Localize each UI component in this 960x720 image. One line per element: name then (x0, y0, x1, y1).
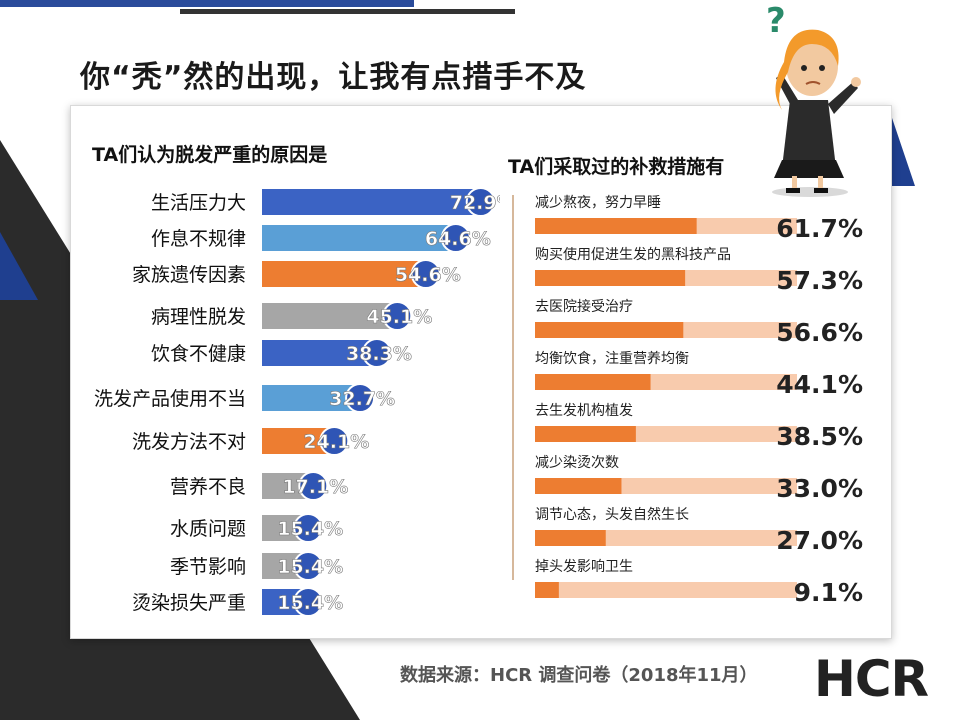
value-badge-circle (361, 338, 392, 368)
cause-value-label: 32.7% (329, 388, 395, 410)
left-navy-wedge (0, 232, 38, 300)
remedy-bar (535, 218, 697, 234)
value-badge-circle (345, 383, 376, 413)
value-badge-circle (298, 471, 329, 501)
cause-label: 营养不良 (170, 476, 246, 498)
value-badge-circle (293, 587, 324, 617)
data-source-note: 数据来源：HCR 调查问卷（2018年11月） (400, 665, 758, 686)
remedy-bar (535, 322, 684, 338)
cause-value-label: 72.9% (450, 192, 500, 214)
remedies-bar-chart: 减少熬夜，努力早睡 61.7% 购买使用促进生发的黑科技产品 57.3% 去医院接受治疗… (512, 195, 863, 605)
causes-bar-chart: 生活压力大 72.9% 作息不规律 64.6% 家族遗传因素 54.6% 病理性脱发 45.1… (94, 187, 500, 617)
cause-value-label: 54.6% (395, 264, 461, 286)
remedy-bar (535, 582, 559, 598)
cause-label: 家族遗传因素 (132, 264, 246, 286)
value-badge-circle (382, 301, 413, 331)
remedy-label: 减少染烫次数 (535, 455, 619, 471)
cause-label: 水质问题 (170, 518, 246, 540)
left-chart-title: TA们认为脱发严重的原因是 (92, 144, 328, 166)
remedy-label: 去医院接受治疗 (535, 298, 633, 315)
remedy-bar (535, 478, 622, 494)
remedy-bar-track (535, 582, 797, 598)
remedy-value-label: 61.7% (776, 214, 863, 243)
cause-bar (262, 189, 481, 215)
cause-label: 洗发产品使用不当 (94, 388, 246, 410)
cause-value-label: 15.4% (277, 556, 343, 578)
right-chart-title: TA们采取过的补救措施有 (508, 156, 725, 178)
cause-bar (262, 340, 377, 366)
cause-value-label: 24.1% (303, 431, 369, 453)
remedy-value-label: 57.3% (776, 266, 863, 295)
cause-label: 季节影响 (170, 556, 246, 578)
top-accent-bar-dark (180, 9, 515, 14)
cause-value-label: 15.4% (277, 518, 343, 540)
cause-bar (262, 225, 456, 251)
cause-value-label: 38.3% (346, 343, 412, 365)
remedy-label: 调节心态，头发自然生长 (535, 506, 689, 523)
remedy-value-label: 9.1% (794, 578, 863, 605)
value-badge-circle (293, 551, 324, 581)
cause-label: 饮食不健康 (151, 343, 246, 365)
question-mark-icon: ? (766, 1, 786, 41)
page-title: 你“秃”然的出现，让我有点措手不及 (80, 60, 587, 95)
remedy-bar (535, 530, 606, 546)
cause-label: 洗发方法不对 (132, 431, 246, 453)
remedy-value-label: 44.1% (776, 370, 863, 399)
remedy-value-label: 27.0% (776, 526, 863, 555)
remedy-label: 购买使用促进生发的黑科技产品 (535, 246, 731, 263)
remedy-label: 掉头发影响卫生 (535, 559, 633, 575)
remedy-value-label: 33.0% (776, 474, 863, 503)
cause-value-label: 45.1% (366, 306, 432, 328)
cause-value-label: 17.1% (282, 476, 348, 498)
cause-label: 生活压力大 (151, 192, 246, 214)
cause-bar (262, 303, 398, 329)
remedy-label: 去生发机构植发 (535, 403, 633, 419)
cause-bar (262, 385, 361, 411)
remedy-value-label: 38.5% (776, 422, 863, 451)
cause-label: 烫染损失严重 (132, 592, 246, 614)
value-badge-circle (440, 223, 471, 253)
remedy-label: 减少熬夜，努力早睡 (535, 195, 661, 211)
remedy-label: 均衡饮食，注重营养均衡 (535, 350, 689, 367)
remedy-bar (535, 374, 651, 390)
cause-label: 病理性脱发 (151, 306, 246, 328)
value-badge-circle (410, 259, 441, 289)
hcr-logo: HCR (814, 650, 929, 708)
cause-value-label: 15.4% (277, 592, 343, 614)
remedy-bar (535, 270, 686, 286)
value-badge-circle (293, 513, 324, 543)
cause-value-label: 64.6% (425, 228, 491, 250)
top-accent-bar-blue (0, 0, 414, 7)
value-badge-circle (465, 187, 496, 217)
cause-bar (262, 261, 426, 287)
cause-label: 作息不规律 (151, 228, 246, 250)
remedy-bar (535, 426, 636, 442)
right-navy-wedge (890, 112, 915, 186)
value-badge-circle (319, 426, 350, 456)
remedy-value-label: 56.6% (776, 318, 863, 347)
confused-girl-illustration: ? (766, 1, 861, 197)
